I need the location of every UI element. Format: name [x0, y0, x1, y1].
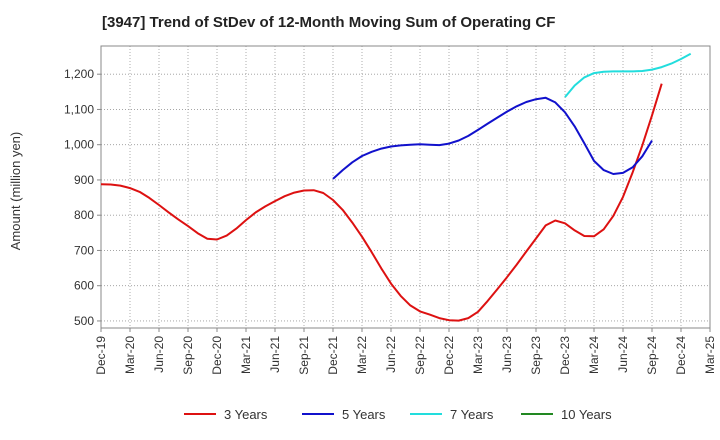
y-tick-label: 600 — [74, 279, 94, 293]
x-tick-label: Jun-24 — [616, 336, 630, 373]
x-tick-label: Mar-22 — [355, 336, 369, 374]
y-tick-label: 500 — [74, 314, 94, 328]
x-tick-label: Dec-21 — [326, 336, 340, 375]
x-tick-label: Dec-19 — [94, 336, 108, 375]
legend-label-7-years: 7 Years — [450, 407, 494, 422]
chart-title: [3947] Trend of StDev of 12-Month Moving… — [102, 14, 555, 31]
series-line-3-years — [100, 83, 663, 322]
x-tick-label: Mar-25 — [703, 336, 717, 374]
x-axis: Dec-19 Mar-20 Jun-20 Sep-20 Dec-20 Mar-21 Jun-… — [94, 328, 717, 375]
y-axis-label: Amount (million yen) — [8, 132, 23, 251]
x-tick-label: Sep-24 — [645, 336, 659, 375]
x-tick-label: Sep-21 — [297, 336, 311, 375]
x-tick-label: Jun-20 — [152, 336, 166, 373]
x-tick-label: Dec-20 — [210, 336, 224, 375]
x-tick-label: Mar-21 — [239, 336, 253, 374]
x-tick-label: Jun-23 — [500, 336, 514, 373]
legend: 3 Years 5 Years 7 Years 10 Years — [184, 407, 612, 422]
series-line-5-years — [332, 96, 653, 180]
y-tick-label: 1,000 — [64, 138, 94, 152]
x-tick-label: Mar-20 — [123, 336, 137, 374]
x-tick-label: Jun-22 — [384, 336, 398, 373]
x-tick-label: Sep-23 — [529, 336, 543, 375]
x-tick-label: Mar-24 — [587, 336, 601, 374]
y-tick-label: 800 — [74, 208, 94, 222]
x-tick-label: Mar-23 — [471, 336, 485, 374]
x-tick-label: Jun-21 — [268, 336, 282, 373]
plot-area-frame — [100, 45, 711, 329]
x-tick-label: Dec-22 — [442, 336, 456, 375]
legend-label-10-years: 10 Years — [561, 407, 612, 422]
y-tick-label: 1,100 — [64, 102, 94, 116]
legend-label-3-years: 3 Years — [224, 407, 268, 422]
x-tick-label: Sep-20 — [181, 336, 195, 375]
grid — [101, 46, 710, 328]
y-tick-label: 700 — [74, 243, 94, 257]
x-tick-label: Sep-22 — [413, 336, 427, 375]
y-axis: 500 600 700 800 900 1,000 1,100 1,200 — [64, 67, 101, 328]
y-tick-label: 1,200 — [64, 67, 94, 81]
x-tick-label: Dec-23 — [558, 336, 572, 375]
legend-label-5-years: 5 Years — [342, 407, 386, 422]
series-lines — [100, 52, 692, 322]
series-line-7-years — [564, 52, 692, 98]
y-tick-label: 900 — [74, 173, 94, 187]
x-tick-label: Dec-24 — [674, 336, 688, 375]
